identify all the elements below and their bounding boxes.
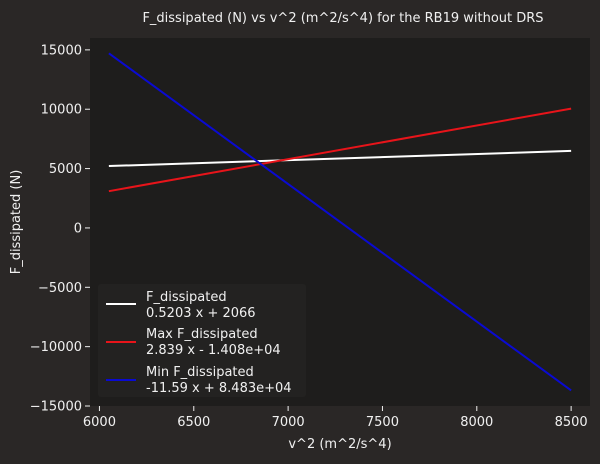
y-tick-label: 10000 <box>41 103 82 118</box>
legend-equation-f-dissipated: 0.5203 x + 2066 <box>146 306 256 321</box>
series-line-min-f-dissipated <box>108 52 572 392</box>
chart-marks <box>108 52 572 392</box>
y-tick-label: 0 <box>74 221 82 236</box>
legend-name-f-dissipated: F_dissipated <box>146 290 227 305</box>
x-tick-label: 6500 <box>177 415 210 430</box>
x-tick-label: 7000 <box>272 415 305 430</box>
legend-name-max-f-dissipated: Max F_dissipated <box>146 327 258 342</box>
chart-title: F_dissipated (N) vs v^2 (m^2/s^4) for th… <box>142 11 543 26</box>
y-tick-label: −15000 <box>30 400 82 415</box>
legend-equation-min-f-dissipated: -11.59 x + 8.483e+04 <box>146 381 292 396</box>
axis-ticks: 6000 6500 7000 7500 8000 8500 −15000 −10000 −500… <box>30 43 588 430</box>
y-tick-label: 5000 <box>49 162 82 177</box>
x-tick-label: 7500 <box>366 415 399 430</box>
y-tick-label: 15000 <box>41 43 82 58</box>
legend: F_dissipated 0.5203 x + 2066 Max F_dissi… <box>98 284 306 397</box>
y-tick-label: −5000 <box>38 281 82 296</box>
series-line-max-f-dissipated <box>108 107 572 193</box>
x-tick-label: 8500 <box>555 415 588 430</box>
x-tick-label: 8000 <box>460 415 493 430</box>
legend-box <box>98 284 306 397</box>
y-tick-label: −10000 <box>30 340 82 355</box>
x-tick-label: 6000 <box>83 415 116 430</box>
legend-name-min-f-dissipated: Min F_dissipated <box>146 365 254 380</box>
legend-equation-max-f-dissipated: 2.839 x - 1.408e+04 <box>146 343 281 358</box>
series-line-f-dissipated <box>108 149 572 168</box>
x-axis-label: v^2 (m^2/s^4) <box>288 437 391 452</box>
y-axis-label: F_dissipated (N) <box>9 170 24 275</box>
